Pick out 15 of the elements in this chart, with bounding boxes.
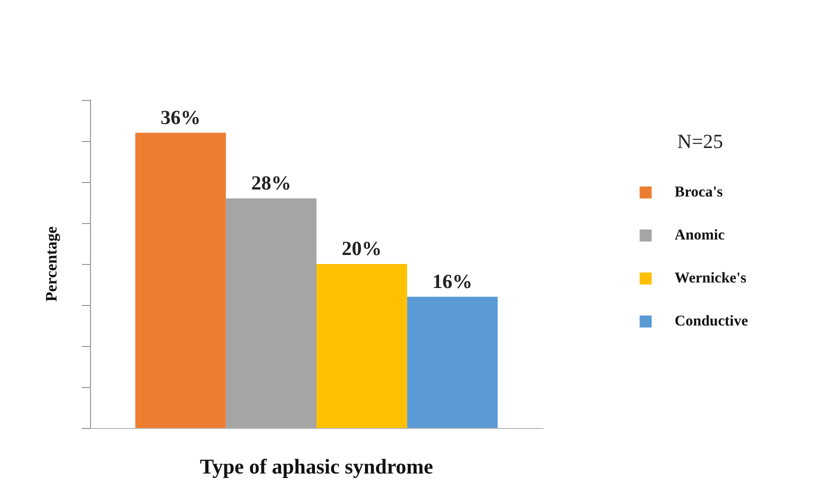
x-axis-title: Type of aphasic syndrome [200,454,434,478]
y-axis-title: Percentage [44,226,60,302]
bar [316,264,408,428]
legend-label: Conductive [674,314,748,330]
data-label: 16% [432,270,472,293]
data-label: 20% [342,238,382,260]
legend-label: Broca's [674,184,723,200]
bar [226,198,316,428]
legend-label: Anomic [674,228,725,244]
data-label: 36% [160,106,201,129]
legend-title: N=25 [677,131,724,153]
legend-label: Wernicke's [674,270,746,286]
bar [407,296,498,428]
bar [135,132,226,428]
data-label: 28% [251,172,292,194]
